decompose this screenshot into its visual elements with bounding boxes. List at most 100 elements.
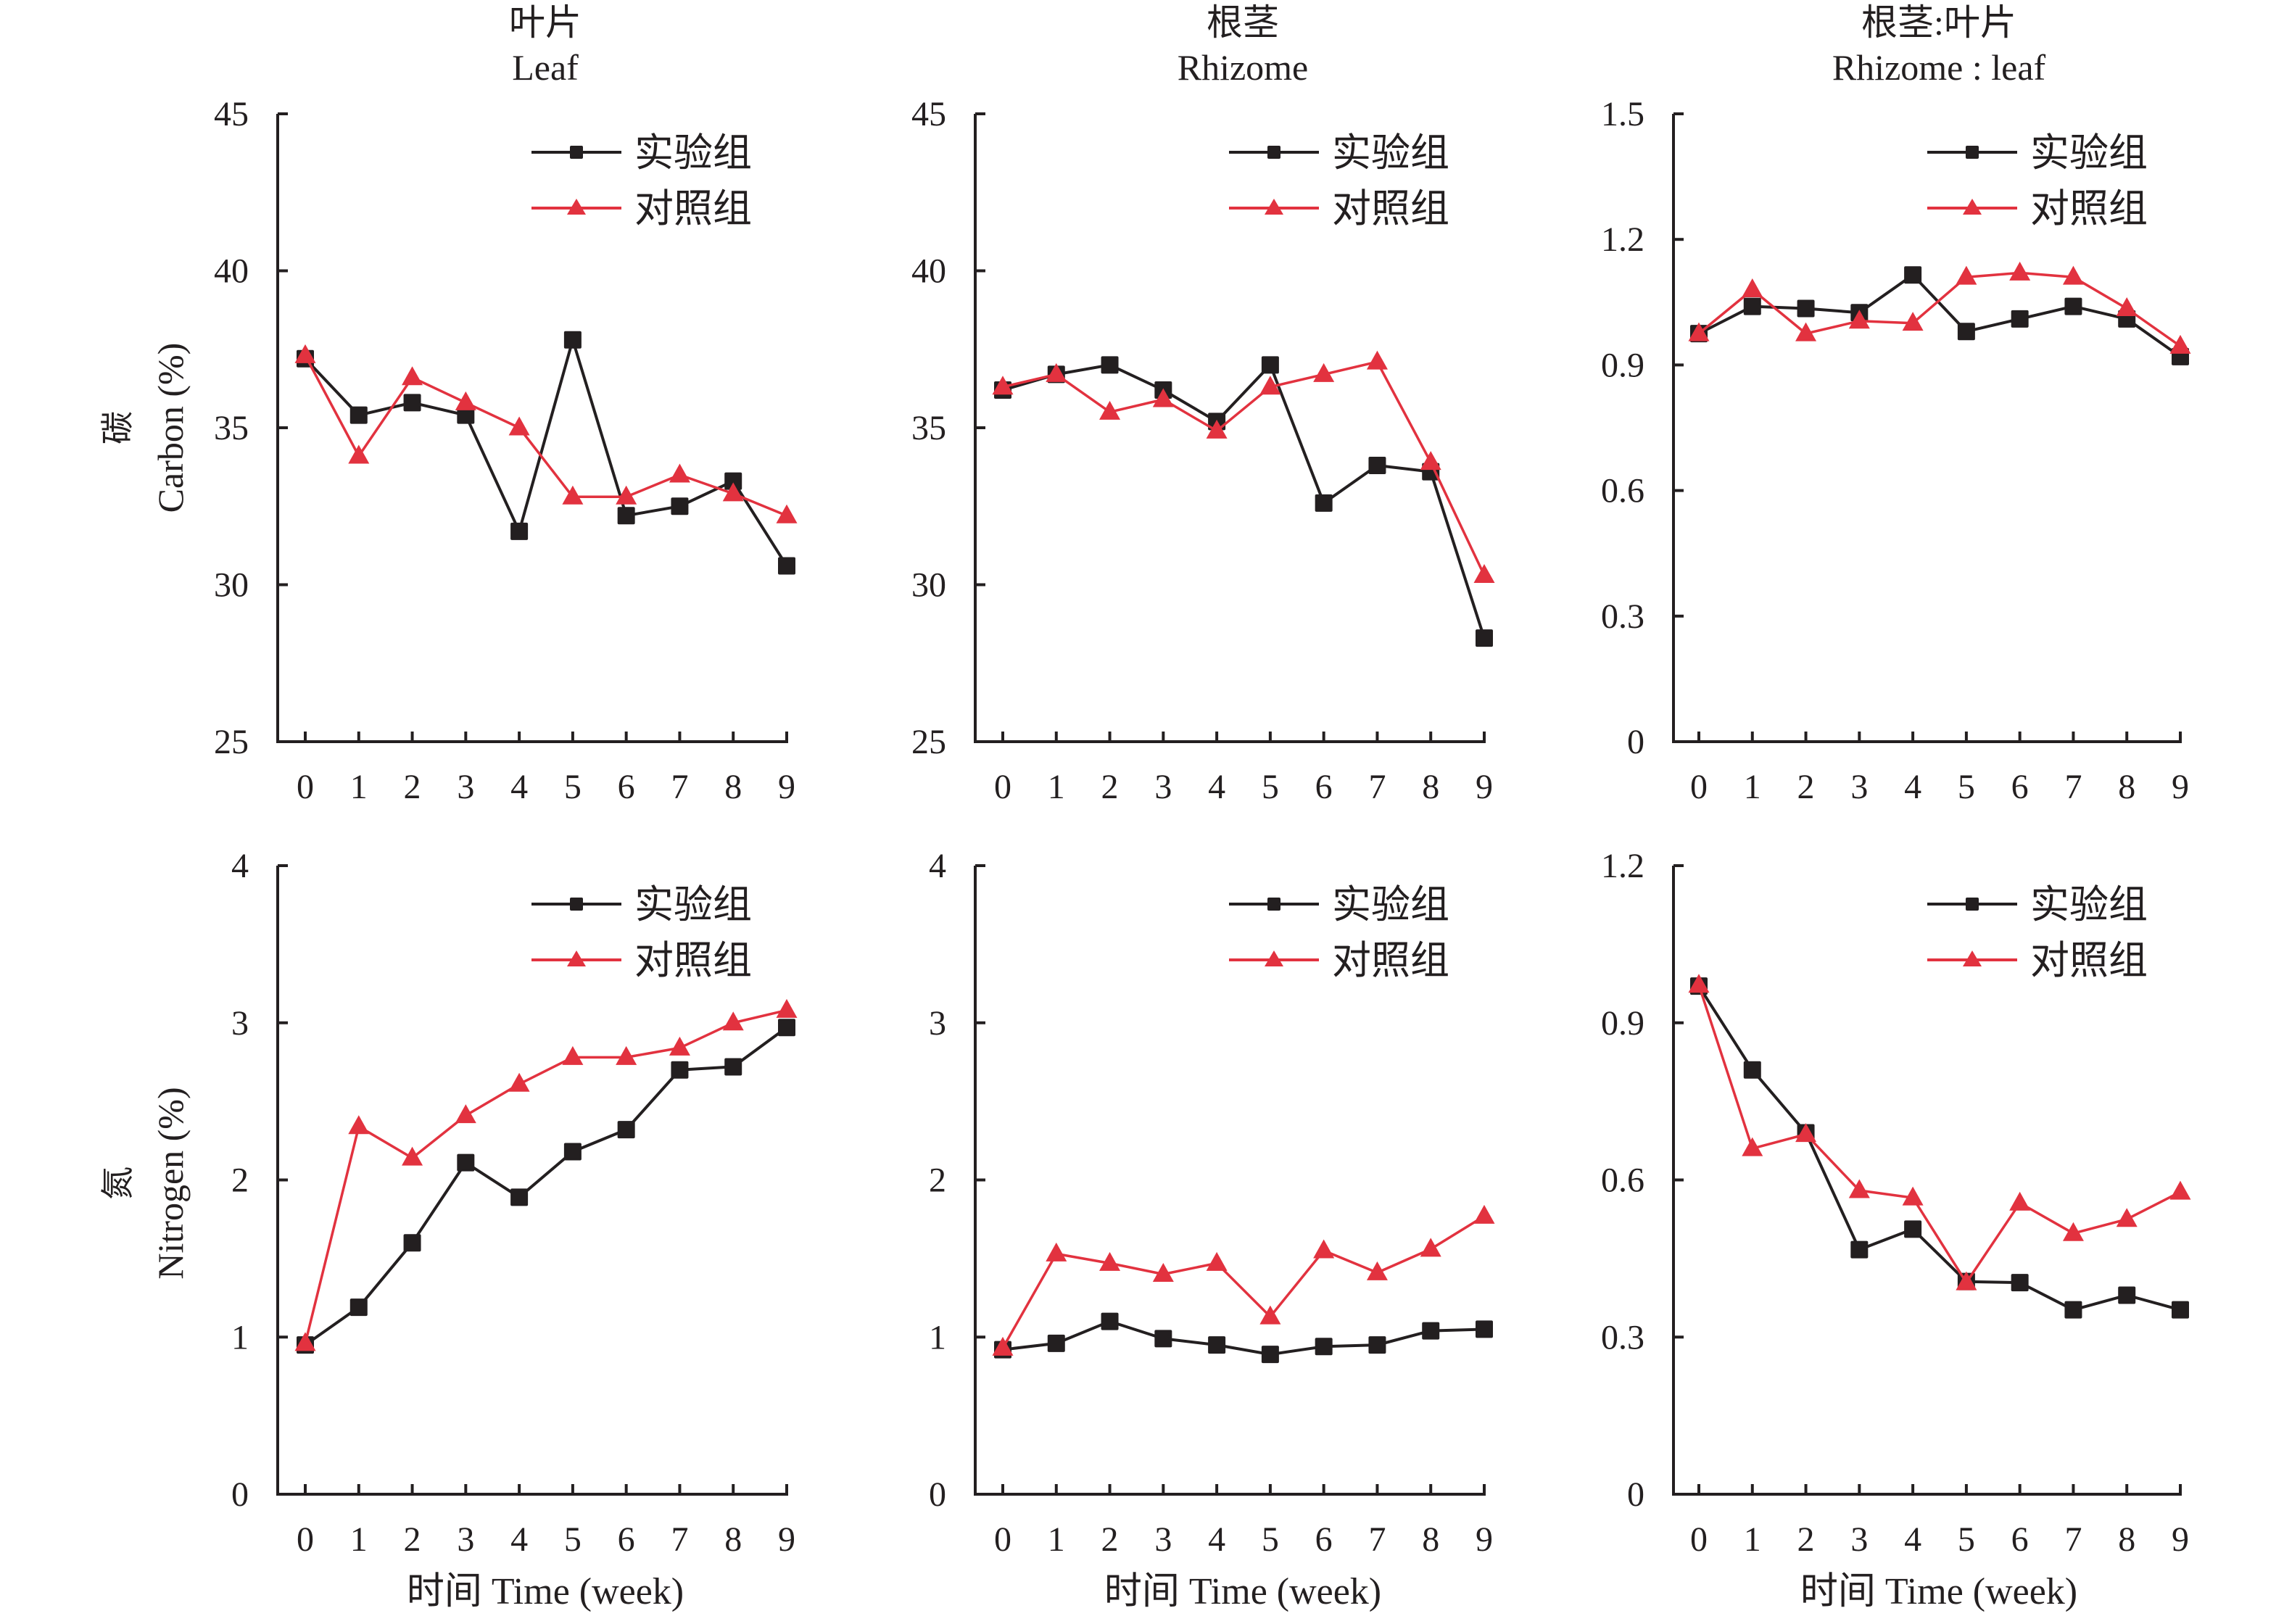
data-point-experimental [1368,1336,1386,1354]
data-point-control [1848,1179,1870,1198]
x-tick-label: 4 [1904,768,1921,806]
data-point-control [562,485,584,505]
legend-label: 对照组 [2030,939,2148,982]
data-point-control [2169,1180,2191,1200]
data-point-control [1473,564,1495,584]
x-tick-label: 2 [1101,1520,1119,1559]
data-point-experimental [2172,1301,2189,1319]
row-titles: 碳 Carbon (%) 氮 Nitrogen (%) [99,343,191,1280]
data-point-experimental [1101,356,1119,374]
x-tick-label: 9 [2172,768,2189,806]
data-point-experimental [1261,1346,1279,1364]
data-point-control [1206,419,1228,439]
data-point-experimental [671,1061,689,1079]
data-point-experimental [457,1153,475,1172]
x-tick-label: 4 [1904,1520,1921,1559]
x-tick-label: 0 [994,768,1011,806]
x-tick-label: 0 [994,1520,1011,1559]
x-tick-label: 7 [2064,1520,2082,1559]
x-tick-label: 8 [1422,1520,1439,1559]
data-point-control [1688,974,1710,993]
y-tick-label: 25 [911,723,946,761]
data-point-experimental [1368,456,1386,474]
legend-label: 实验组 [1332,883,1449,927]
x-tick-label: 7 [671,768,688,806]
data-point-control [1848,310,1870,329]
x-tick-label: 9 [778,1520,795,1559]
x-tick-label: 6 [2011,768,2029,806]
data-point-control [776,504,798,523]
x-tick-label: 1 [1048,1520,1065,1559]
data-point-experimental [724,472,742,490]
data-point-control [992,376,1014,395]
y-tick-label: 0.9 [1601,346,1644,384]
legend-item-experimental: 实验组 [531,883,752,927]
legend-label: 对照组 [1332,939,1449,982]
data-point-control [562,1045,584,1065]
x-tick-label: 0 [1690,768,1708,806]
legend-marker-square [1966,146,1979,159]
y-axis-title-nitrogen-zh: 氮 [99,1167,136,1200]
x-tick-label: 5 [564,1520,582,1559]
legend-marker-triangle [1265,199,1283,215]
y-tick-label: 3 [929,1004,946,1043]
data-point-control [669,463,690,483]
data-point-experimental [1261,356,1279,374]
legend-item-experimental: 实验组 [1927,131,2148,175]
x-tick-label: 1 [350,768,368,806]
series-line-control [1002,360,1486,576]
data-point-experimental [1047,1334,1065,1352]
y-tick-label: 0.9 [1601,1004,1644,1043]
x-tick-label: 2 [1797,768,1815,806]
y-tick-label: 0.3 [1601,597,1644,636]
data-point-control [1099,1251,1121,1271]
y-tick-label: 40 [214,252,249,291]
data-point-experimental [1154,1330,1172,1348]
y-tick-label: 45 [911,95,946,133]
legend-marker-triangle [1265,950,1283,966]
data-point-control [722,482,744,502]
x-tick-label: 8 [2118,768,2135,806]
data-point-control [294,1332,316,1351]
data-point-control [1420,451,1441,471]
data-point-experimental [1101,1312,1119,1330]
data-point-control [1366,1261,1388,1280]
y-tick-label: 30 [911,566,946,605]
legend-label: 对照组 [2030,187,2148,231]
data-point-control [2062,1222,2084,1241]
y-tick-label: 0.3 [1601,1318,1644,1356]
data-point-control [402,366,423,386]
data-point-experimental [563,331,582,349]
x-tick-label: 4 [1208,768,1225,806]
y-tick-label: 45 [214,95,249,133]
y-tick-label: 30 [214,566,249,605]
column-title-ratio-zh: 根茎:叶片 [1861,2,2016,43]
legend-item-experimental: 实验组 [1927,883,2148,927]
x-tick-label: 9 [2172,1520,2189,1559]
x-tick-label: 9 [1476,768,1493,806]
data-point-experimental [1904,266,1922,284]
x-tick-label: 1 [1048,768,1065,806]
data-point-control [1473,1204,1495,1224]
y-tick-label: 25 [214,723,249,761]
x-axis-titles: 时间 Time (week) 时间 Time (week) 时间 Time (w… [407,1571,2077,1612]
legend-item-control: 对照组 [531,187,752,231]
data-point-control [1742,1137,1763,1156]
data-point-experimental [403,394,421,412]
data-point-experimental [1315,494,1333,512]
data-point-experimental [1422,1322,1440,1340]
data-point-experimental [2064,297,2082,315]
x-tick-label: 4 [1208,1520,1225,1559]
x-tick-label: 6 [1315,768,1333,806]
y-tick-label: 0 [929,1475,946,1514]
y-axis-title-carbon-en: Carbon (%) [150,343,191,513]
x-tick-label: 5 [1958,1520,1975,1559]
x-tick-label: 7 [1368,1520,1386,1559]
data-point-experimental [1904,1220,1922,1238]
data-point-control [1099,400,1121,420]
data-point-control [722,1011,744,1031]
